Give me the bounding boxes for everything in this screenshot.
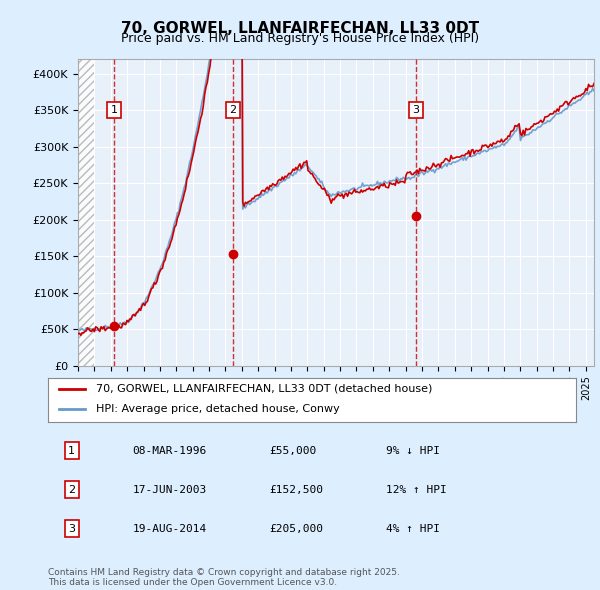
Text: 3: 3 [412,105,419,115]
Text: HPI: Average price, detached house, Conwy: HPI: Average price, detached house, Conw… [95,405,339,414]
Text: 4% ↑ HPI: 4% ↑ HPI [386,524,440,533]
Text: 3: 3 [68,524,75,533]
Text: 19-AUG-2014: 19-AUG-2014 [133,524,207,533]
Text: 1: 1 [110,105,118,115]
Text: 08-MAR-1996: 08-MAR-1996 [133,446,207,455]
Text: £55,000: £55,000 [270,446,317,455]
Text: 9% ↓ HPI: 9% ↓ HPI [386,446,440,455]
Text: Contains HM Land Registry data © Crown copyright and database right 2025.
This d: Contains HM Land Registry data © Crown c… [48,568,400,587]
Text: 70, GORWEL, LLANFAIRFECHAN, LL33 0DT: 70, GORWEL, LLANFAIRFECHAN, LL33 0DT [121,21,479,35]
Text: Price paid vs. HM Land Registry's House Price Index (HPI): Price paid vs. HM Land Registry's House … [121,32,479,45]
Text: 2: 2 [229,105,236,115]
Bar [78,59,94,366]
Text: 12% ↑ HPI: 12% ↑ HPI [386,485,446,494]
Text: 70, GORWEL, LLANFAIRFECHAN, LL33 0DT (detached house): 70, GORWEL, LLANFAIRFECHAN, LL33 0DT (de… [95,384,432,394]
Text: 1: 1 [68,446,75,455]
Text: £152,500: £152,500 [270,485,324,494]
Text: £205,000: £205,000 [270,524,324,533]
Text: 17-JUN-2003: 17-JUN-2003 [133,485,207,494]
Text: 2: 2 [68,485,76,494]
